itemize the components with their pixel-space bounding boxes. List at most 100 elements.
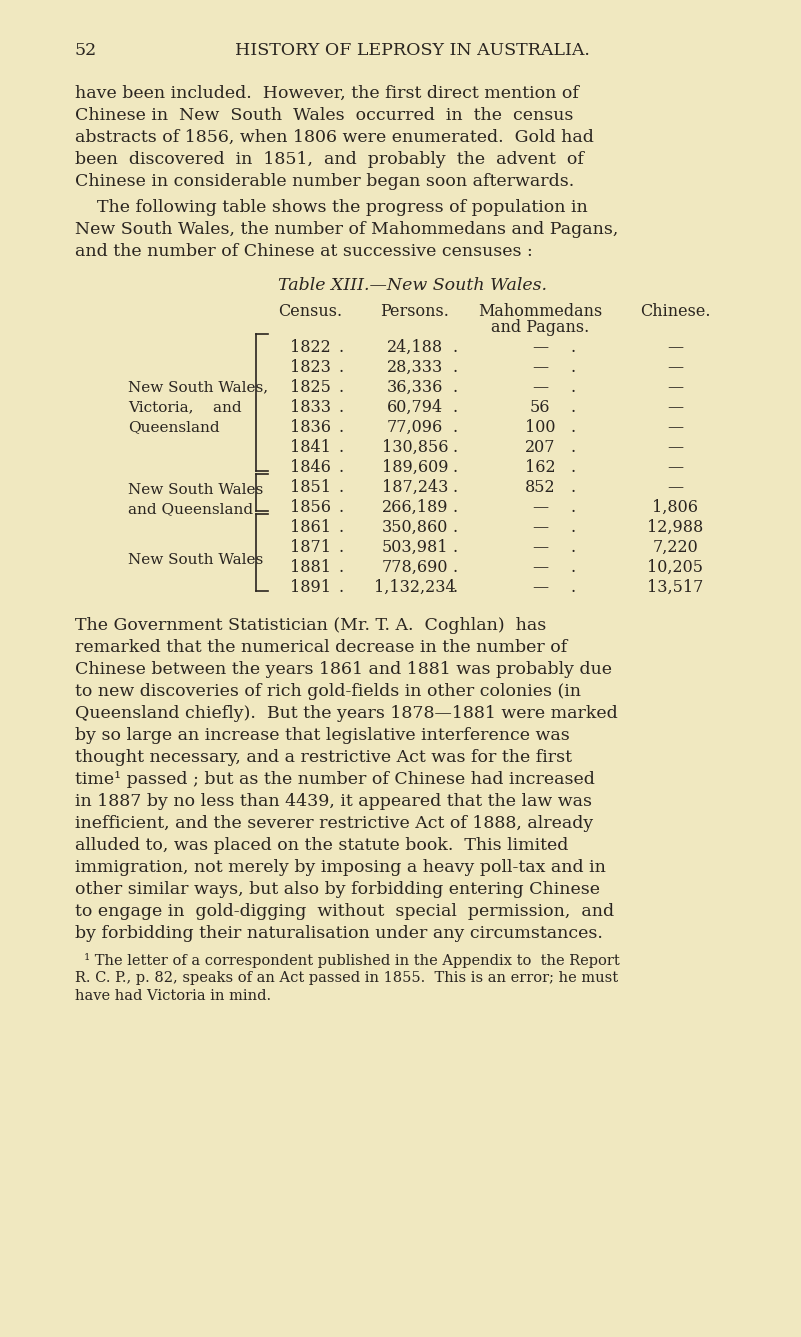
Text: New South Wales: New South Wales [128,552,264,567]
Text: —: — [667,418,683,436]
Text: 130,856: 130,856 [382,439,449,456]
Text: .: . [453,418,458,436]
Text: .: . [453,579,458,596]
Text: 1,806: 1,806 [652,499,698,516]
Text: 503,981: 503,981 [382,539,449,556]
Text: .: . [453,459,458,476]
Text: Mahommedans: Mahommedans [478,303,602,320]
Text: 266,189: 266,189 [382,499,449,516]
Text: 60,794: 60,794 [387,398,443,416]
Text: —: — [532,519,548,536]
Text: —: — [532,360,548,376]
Text: 1881: 1881 [289,559,331,576]
Text: 1822: 1822 [290,340,330,356]
Text: Queensland: Queensland [128,421,219,435]
Text: Chinese.: Chinese. [640,303,710,320]
Text: —: — [532,579,548,596]
Text: 1823: 1823 [290,360,331,376]
Text: .: . [453,539,458,556]
Text: by so large an increase that legislative interference was: by so large an increase that legislative… [75,727,570,743]
Text: 1833: 1833 [289,398,331,416]
Text: Persons.: Persons. [380,303,449,320]
Text: 13,517: 13,517 [647,579,703,596]
Text: 28,333: 28,333 [387,360,443,376]
Text: have had Victoria in mind.: have had Victoria in mind. [75,989,271,1003]
Text: .: . [570,360,575,376]
Text: remarked that the numerical decrease in the number of: remarked that the numerical decrease in … [75,639,567,656]
Text: .: . [338,459,343,476]
Text: immigration, not merely by imposing a heavy poll-tax and in: immigration, not merely by imposing a he… [75,858,606,876]
Text: in 1887 by no less than 4439, it appeared that the law was: in 1887 by no less than 4439, it appeare… [75,793,592,810]
Text: 10,205: 10,205 [647,559,703,576]
Text: .: . [570,398,575,416]
Text: —: — [667,459,683,476]
Text: .: . [453,439,458,456]
Text: .: . [570,479,575,496]
Text: .: . [453,499,458,516]
Text: 56: 56 [529,398,550,416]
Text: .: . [338,559,343,576]
Text: 1851: 1851 [289,479,331,496]
Text: —: — [532,378,548,396]
Text: 1841: 1841 [290,439,331,456]
Text: .: . [453,378,458,396]
Text: —: — [532,499,548,516]
Text: .: . [570,340,575,356]
Text: inefficient, and the severer restrictive Act of 1888, already: inefficient, and the severer restrictive… [75,816,594,832]
Text: .: . [338,398,343,416]
Text: 36,336: 36,336 [387,378,443,396]
Text: 7,220: 7,220 [652,539,698,556]
Text: 1891: 1891 [289,579,331,596]
Text: Chinese in  New  South  Wales  occurred  in  the  census: Chinese in New South Wales occurred in t… [75,107,574,124]
Text: .: . [453,479,458,496]
Text: 1,132,234: 1,132,234 [374,579,456,596]
Text: .: . [453,360,458,376]
Text: R. C. P., p. 82, speaks of an Act passed in 1855.  This is an error; he must: R. C. P., p. 82, speaks of an Act passed… [75,971,618,985]
Text: .: . [570,418,575,436]
Text: 12,988: 12,988 [647,519,703,536]
Text: alluded to, was placed on the statute book.  This limited: alluded to, was placed on the statute bo… [75,837,569,854]
Text: other similar ways, but also by forbidding entering Chinese: other similar ways, but also by forbiddi… [75,881,600,898]
Text: .: . [338,519,343,536]
Text: The Government Statistician (Mr. T. A.  Coghlan)  has: The Government Statistician (Mr. T. A. C… [75,616,546,634]
Text: abstracts of 1856, when 1806 were enumerated.  Gold had: abstracts of 1856, when 1806 were enumer… [75,128,594,146]
Text: New South Wales,: New South Wales, [128,381,268,394]
Text: The following table shows the progress of population in: The following table shows the progress o… [75,199,588,217]
Text: .: . [570,499,575,516]
Text: thought necessary, and a restrictive Act was for the first: thought necessary, and a restrictive Act… [75,749,572,766]
Text: .: . [570,378,575,396]
Text: 52: 52 [75,41,97,59]
Text: .: . [453,559,458,576]
Text: .: . [453,340,458,356]
Text: .: . [338,418,343,436]
Text: 1871: 1871 [289,539,331,556]
Text: to new discoveries of rich gold-fields in other colonies (in: to new discoveries of rich gold-fields i… [75,683,581,701]
Text: —: — [667,439,683,456]
Text: 778,690: 778,690 [382,559,449,576]
Text: 1861: 1861 [289,519,331,536]
Text: Queensland chiefly).  But the years 1878—1881 were marked: Queensland chiefly). But the years 1878—… [75,705,618,722]
Text: —: — [667,360,683,376]
Text: and Queensland: and Queensland [128,503,253,516]
Text: 852: 852 [525,479,555,496]
Text: .: . [570,519,575,536]
Text: —: — [532,559,548,576]
Text: —: — [532,539,548,556]
Text: Chinese between the years 1861 and 1881 was probably due: Chinese between the years 1861 and 1881 … [75,660,612,678]
Text: New South Wales: New South Wales [128,483,264,496]
Text: .: . [338,360,343,376]
Text: 1836: 1836 [289,418,331,436]
Text: 24,188: 24,188 [387,340,443,356]
Text: .: . [338,539,343,556]
Text: 1825: 1825 [290,378,331,396]
Text: 189,609: 189,609 [382,459,449,476]
Text: 1846: 1846 [290,459,331,476]
Text: .: . [338,579,343,596]
Text: ¹ The letter of a correspondent published in the Appendix to  the Report: ¹ The letter of a correspondent publishe… [75,953,620,968]
Text: —: — [667,378,683,396]
Text: .: . [570,559,575,576]
Text: been  discovered  in  1851,  and  probably  the  advent  of: been discovered in 1851, and probably th… [75,151,584,168]
Text: —: — [667,340,683,356]
Text: HISTORY OF LEPROSY IN AUSTRALIA.: HISTORY OF LEPROSY IN AUSTRALIA. [235,41,590,59]
Text: 187,243: 187,243 [382,479,449,496]
